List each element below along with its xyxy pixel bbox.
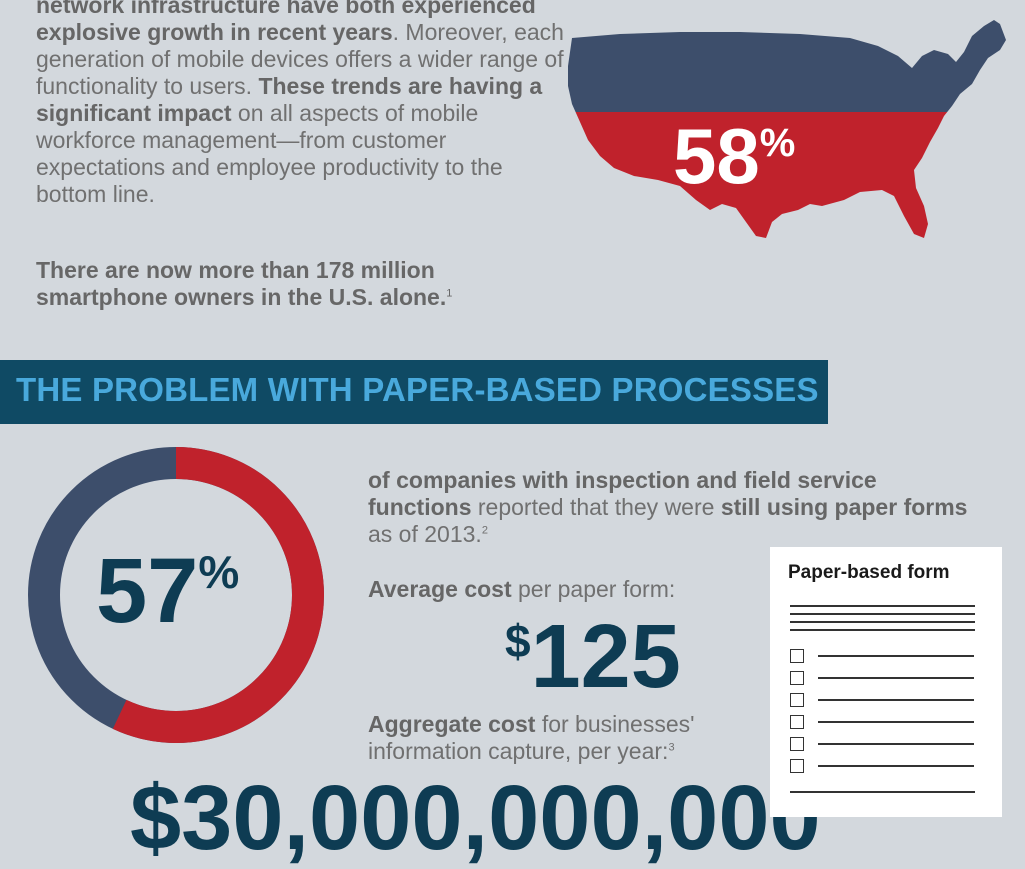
donut-chart: 57% [26,445,326,745]
form-line [790,621,975,623]
section-banner: THE PROBLEM WITH PAPER-BASED PROCESSES [0,360,828,424]
aggregate-cost-bold: Aggregate cost [368,711,536,737]
form-line [790,791,975,793]
donut-percentage-sign: % [198,546,240,598]
problem-text-2: as of 2013. [368,521,482,547]
form-line [818,721,974,723]
map-top-fill [568,20,1006,112]
checkbox-icon [790,759,804,773]
paper-form-illustration: Paper-based form [770,547,1002,817]
aggregate-cost-value: $30,000,000,000 [130,767,821,869]
form-line [790,629,975,631]
currency-sign: $ [505,615,531,667]
footnote-1: 1 [446,287,453,300]
us-map-graphic: 58% [560,10,1020,245]
donut-filled-ring [28,447,324,743]
section-banner-title: THE PROBLEM WITH PAPER-BASED PROCESSES [16,371,819,408]
paper-forms-stat: of companies with inspection and field s… [368,467,968,548]
intro-bold-1: network infrastructure have both experie… [36,0,536,45]
map-percentage-sign: % [759,121,796,165]
checkbox-icon [790,693,804,707]
smartphone-stat: There are now more than 178 million smar… [36,257,556,311]
average-cost-amount: 125 [530,607,681,707]
smartphone-stat-text: There are now more than 178 million smar… [36,257,447,310]
footnote-2: 2 [481,524,488,537]
form-line [818,677,974,679]
intro-text-1: . Moreover, each generation of mobile de… [36,19,564,99]
donut-percentage-value: 57 [96,540,199,642]
donut-percentage: 57% [96,545,239,637]
problem-text-1: reported that they were [471,494,721,520]
aggregate-cost-label: Aggregate cost for businesses' informati… [368,711,768,765]
intro-paragraph: network infrastructure have both experie… [36,0,566,208]
form-line [818,743,974,745]
footnote-3: 3 [668,741,675,754]
average-cost-bold: Average cost [368,576,512,602]
checkbox-icon [790,715,804,729]
form-line [818,699,974,701]
form-line [790,613,975,615]
checkbox-icon [790,671,804,685]
paper-form-title: Paper-based form [788,562,950,583]
checkbox-icon [790,737,804,751]
map-percentage-value: 58 [673,112,760,200]
donut-svg [28,447,324,743]
problem-bold-1: of companies with inspection and field s… [368,467,877,520]
average-cost-value: $125 [505,612,681,702]
form-line [818,655,974,657]
form-line [790,605,975,607]
map-percentage: 58% [673,117,795,195]
intro-text-2: on all aspects of mobile workforce manag… [36,100,503,207]
problem-bold-2: still using paper forms [720,494,968,520]
average-cost-text: per paper form: [511,576,676,602]
aggregate-cost-text: for businesses' information capture, per… [368,711,695,764]
intro-bold-2: These trends are having a significant im… [36,73,543,126]
form-line [818,765,974,767]
average-cost-label: Average cost per paper form: [368,576,675,603]
us-map-svg [568,20,1006,238]
checkbox-icon [790,649,804,663]
